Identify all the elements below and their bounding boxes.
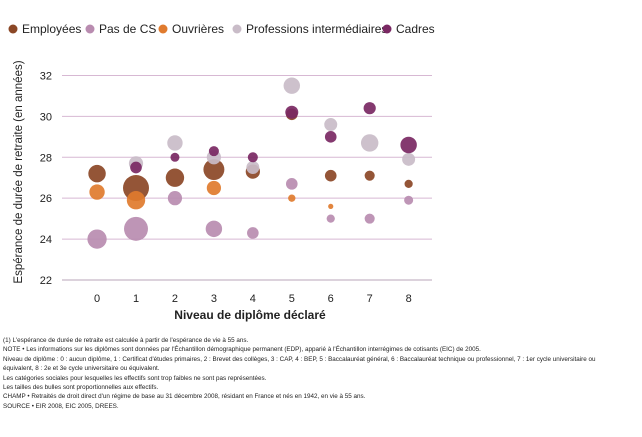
bubble-point: [326, 214, 335, 223]
bubble-point: [328, 203, 334, 209]
bubbles: [87, 77, 417, 249]
bubble-point: [205, 220, 223, 238]
x-axis-ticks: 0 1 2 3 4 5 6 7 8: [94, 293, 412, 305]
x-tick-label: 2: [172, 293, 178, 305]
bubble-point: [324, 169, 337, 182]
y-axis-ticks: 22 24 26 28 30 32: [40, 70, 52, 287]
legend-marker: [8, 24, 18, 34]
x-tick-label: 6: [328, 293, 334, 305]
note-line: équivalent, 8 : 2e et 3e cycle universit…: [3, 365, 160, 373]
note-line: Les catégories sociales pour lesquelles …: [3, 374, 267, 382]
bubble-point: [324, 131, 337, 143]
y-tick-label: 24: [40, 234, 52, 246]
y-axis-label: Espérance de durée de retraite (en année…: [13, 60, 25, 283]
bubble-point: [285, 178, 298, 190]
bubble-point: [130, 161, 142, 174]
note-line: (1) L'espérance de durée de retraite est…: [3, 337, 249, 344]
bubble-point: [404, 195, 414, 205]
bubble-chart: Employées Pas de CS Ouvrières Professions i…: [8, 22, 435, 322]
bubble-point: [124, 216, 148, 241]
bubble-point: [89, 184, 105, 200]
bubble-point: [364, 170, 375, 181]
legend-marker: [158, 24, 168, 34]
bubble-point: [288, 194, 296, 202]
bubble-point: [400, 136, 417, 154]
chart-legend: Employées Pas de CS Ouvrières Professions i…: [8, 22, 435, 36]
note-line: NOTE • Les informations sur les diplômes…: [3, 346, 481, 354]
legend-label: Pas de CS: [99, 22, 156, 36]
legend-marker: [85, 24, 95, 34]
bubble-point: [402, 152, 416, 166]
bubble-point: [203, 159, 225, 181]
bubble-point: [247, 227, 259, 239]
bubble-point: [208, 146, 219, 157]
legend-label: Cadres: [396, 22, 435, 36]
bubble-point: [283, 77, 301, 94]
x-tick-label: 4: [250, 293, 256, 305]
bubble-point: [167, 135, 183, 151]
bubble-point: [87, 229, 107, 249]
x-tick-label: 8: [406, 293, 412, 305]
y-tick-label: 22: [40, 275, 52, 287]
legend-label: Professions intermédiaires: [246, 22, 387, 36]
bubble-point: [364, 213, 375, 224]
chart-notes: (1) L'espérance de durée de retraite est…: [3, 336, 639, 411]
bubble-point: [165, 168, 185, 187]
bubble-point: [363, 102, 376, 115]
x-tick-label: 1: [133, 293, 139, 305]
bubble-point: [360, 134, 379, 152]
bubble-point: [246, 161, 260, 174]
x-tick-label: 7: [367, 293, 373, 305]
legend-marker: [232, 24, 242, 34]
bubble-point: [88, 164, 106, 183]
x-tick-label: 3: [211, 293, 217, 305]
bubble-point: [404, 179, 413, 188]
bubble-point: [206, 180, 222, 196]
bubble-point: [170, 152, 180, 162]
legend-label: Employées: [22, 22, 81, 36]
x-tick-label: 5: [289, 293, 295, 305]
y-tick-label: 30: [40, 111, 52, 123]
note-line: SOURCE • EIR 2008, EIC 2005, DREES.: [3, 402, 119, 410]
note-line: Niveau de diplôme : 0 : aucun diplôme, 1…: [3, 355, 596, 363]
legend-label: Ouvrières: [172, 22, 224, 36]
note-line: Les tailles des bulles sont proportionne…: [3, 384, 159, 392]
bubble-point: [167, 191, 183, 206]
bubble-point: [285, 105, 299, 119]
y-tick-label: 32: [40, 70, 52, 82]
bubble-point: [126, 191, 146, 210]
y-tick-label: 26: [40, 193, 52, 205]
note-line: CHAMP • Retraités de droit direct d'un r…: [3, 393, 366, 401]
legend-marker: [382, 24, 392, 34]
y-tick-label: 28: [40, 152, 52, 164]
gridlines: [62, 74, 432, 281]
bubble-point: [324, 118, 338, 132]
x-axis-label: Niveau de diplôme déclaré: [174, 308, 326, 322]
x-tick-label: 0: [94, 293, 100, 305]
bubble-point: [247, 152, 258, 163]
